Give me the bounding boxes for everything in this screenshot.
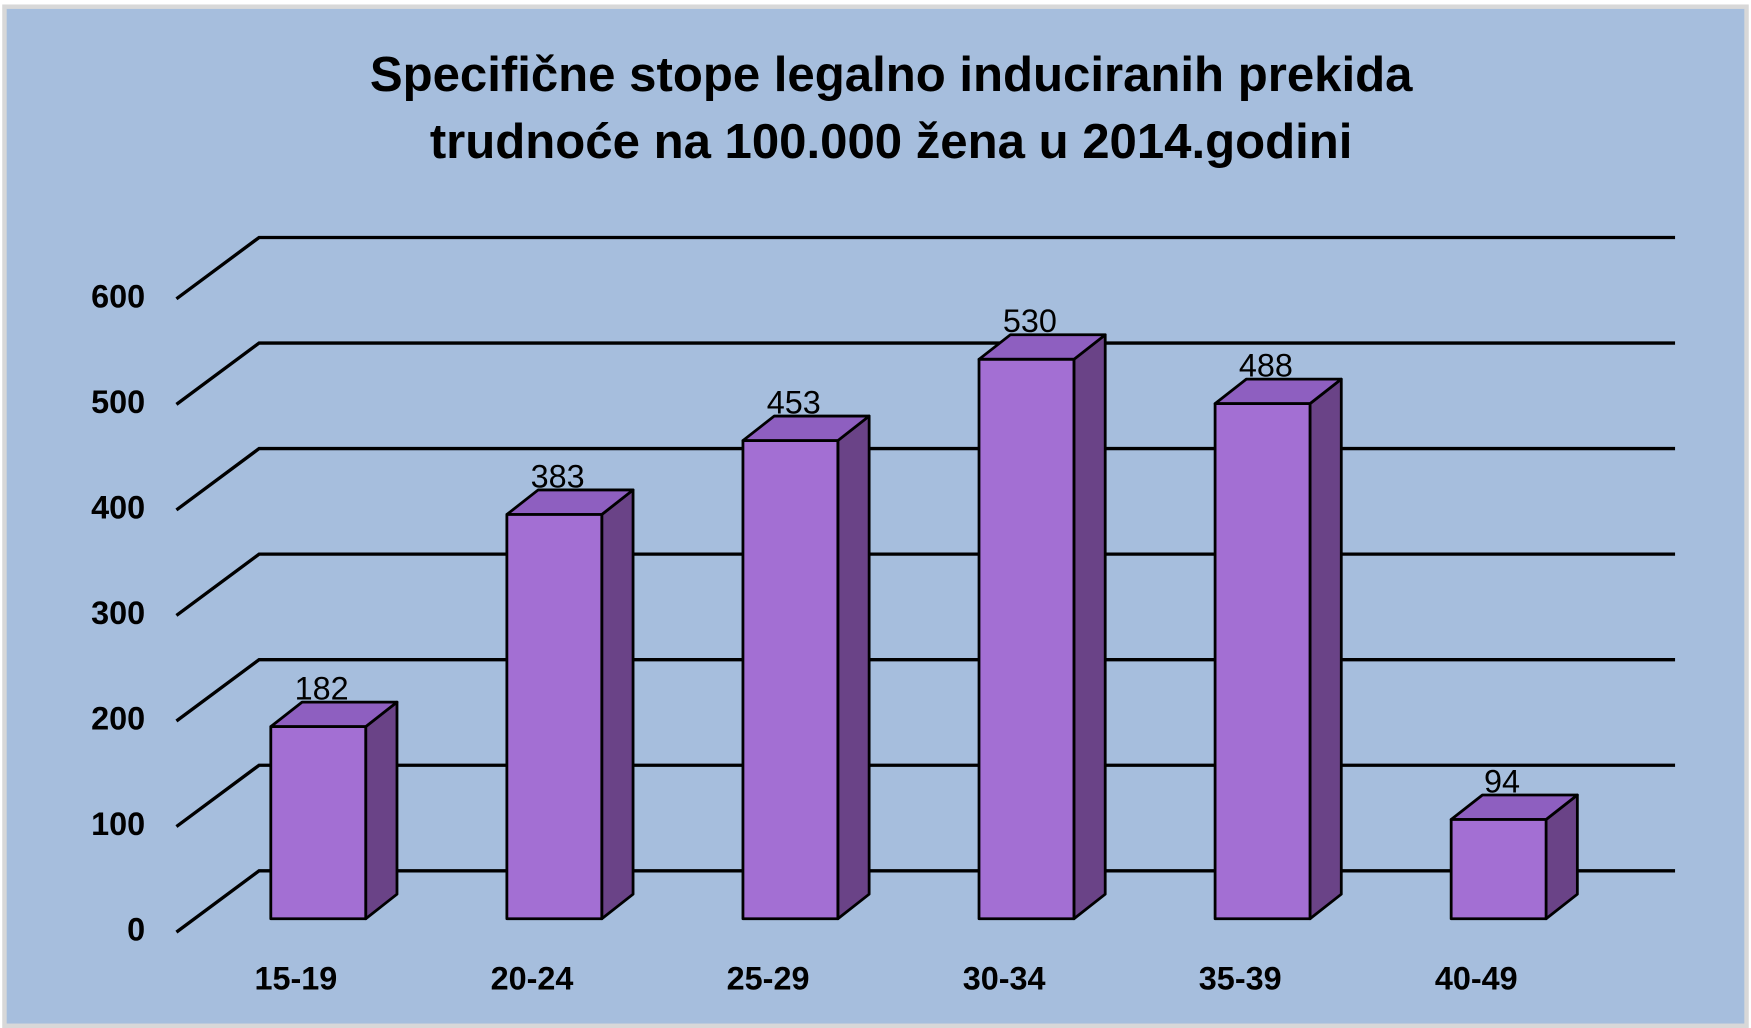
value-label: 94 — [1484, 763, 1520, 799]
grid-line — [175, 658, 1676, 723]
y-tick-label: 100 — [91, 806, 145, 842]
chart-title: Specifične stope legalno induciranih pre… — [370, 48, 1413, 102]
y-tick-label: 300 — [91, 595, 145, 631]
grid-line — [175, 446, 1676, 512]
bar — [1213, 402, 1312, 921]
x-tick-label: 35-39 — [1199, 961, 1282, 997]
value-label: 530 — [1003, 303, 1057, 339]
y-tick-label: 400 — [91, 489, 145, 525]
grid-line — [175, 341, 1676, 406]
bar-side — [1308, 377, 1343, 921]
bar-side — [364, 700, 399, 921]
y-tick-label: 600 — [91, 278, 145, 314]
y-tick-label: 200 — [91, 701, 145, 737]
y-tick-label: 0 — [127, 912, 145, 948]
grid-line — [175, 869, 1676, 934]
grid-line — [175, 763, 1676, 828]
value-label: 383 — [531, 458, 585, 494]
x-tick-label: 20-24 — [491, 961, 574, 997]
bar — [977, 357, 1076, 921]
x-tick-label: 15-19 — [255, 961, 338, 997]
x-tick-label: 40-49 — [1435, 961, 1518, 997]
x-tick-label: 25-29 — [727, 961, 810, 997]
x-tick-label: 30-34 — [963, 961, 1046, 997]
y-tick-label: 500 — [91, 384, 145, 420]
bar-side — [836, 414, 871, 921]
bar — [1449, 818, 1548, 921]
grid-line — [175, 235, 1676, 301]
value-label: 182 — [295, 671, 349, 707]
bar-side — [600, 488, 635, 921]
value-label: 453 — [767, 384, 821, 420]
bar — [269, 725, 368, 921]
value-label: 488 — [1239, 348, 1293, 384]
chart-title: trudnoće na 100.000 žena u 2014.godini — [430, 115, 1353, 169]
grid-line — [175, 552, 1676, 617]
bar-side — [1072, 333, 1107, 921]
bar — [505, 513, 604, 921]
bar — [741, 439, 840, 921]
